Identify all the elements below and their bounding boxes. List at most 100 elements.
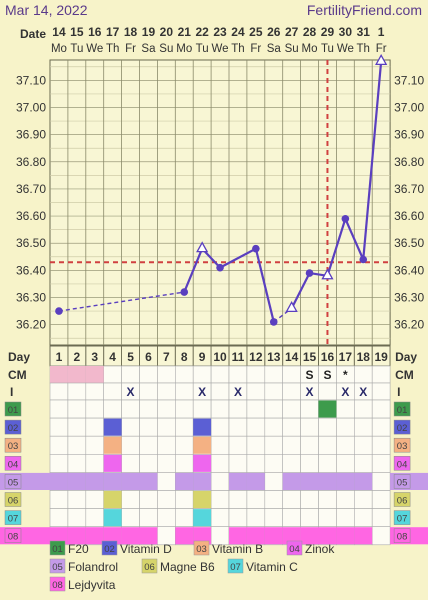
date-tick-label: 20 [160, 25, 174, 39]
supplement-code-right: 03 [397, 441, 408, 452]
cm-cell [103, 365, 122, 384]
supplement-fill-cell [139, 527, 158, 545]
supplement-code-left: 07 [8, 514, 19, 525]
supplement-cell [318, 435, 337, 455]
supplement-cell [282, 417, 301, 437]
cycle-day-label: 14 [285, 350, 299, 364]
weekday-label: Sa [141, 43, 156, 55]
date-tick-label: 24 [231, 25, 245, 39]
supplement-cell [318, 490, 337, 509]
legend-swatch [193, 540, 210, 556]
cm-cell [353, 365, 373, 384]
supplement-code-right: 06 [397, 496, 408, 507]
supplement-cell [371, 526, 391, 546]
intercourse-mark: X [341, 385, 349, 399]
supplement-cell [85, 490, 105, 509]
supplement-cell [336, 453, 355, 473]
supplement-cell [210, 472, 230, 491]
supplement-fill-cell [85, 527, 104, 545]
supplement-fill-cell [229, 472, 247, 490]
i-cell [85, 382, 105, 401]
supplement-cell [210, 435, 230, 455]
i-row-label-right: I [397, 385, 400, 399]
temperature-point [341, 214, 350, 223]
y-tick-label-right: 36.20 [394, 318, 424, 332]
supplement-fill-cell [121, 527, 140, 545]
legend-code: 07 [230, 562, 241, 573]
cycle-day-label: 5 [127, 350, 134, 364]
supplement-code-right: 04 [397, 459, 408, 470]
supplement-cell [139, 417, 158, 437]
supplement-cell [139, 453, 158, 473]
date-tick-label: 15 [70, 25, 84, 39]
legend-swatch [141, 558, 158, 574]
supplement-code-badge-left [4, 456, 22, 471]
supplement-fill-cell [264, 527, 283, 545]
supplement-cell [246, 508, 266, 528]
weekday-label: Mo [51, 43, 67, 55]
day-row-label-left: Day [8, 350, 30, 364]
legend-swatch [49, 540, 66, 556]
supplement-fill-cell [67, 472, 86, 490]
supplement-cell [175, 453, 194, 473]
cm-cell [371, 365, 391, 384]
supplement-fill-cell [282, 527, 301, 545]
supplement-code-badge-right [393, 456, 411, 471]
temperature-point [252, 244, 260, 253]
supplement-cell [246, 435, 266, 455]
i-cell [139, 382, 158, 401]
temperature-segment [254, 248, 275, 323]
supplement-cell [139, 399, 158, 419]
supplement-cell [157, 399, 176, 419]
supplement-cell [85, 417, 105, 437]
cycle-day-label: 13 [267, 350, 281, 364]
supplement-cell [67, 417, 87, 437]
supplement-fill-cell [193, 454, 212, 472]
supplement-cell [49, 399, 69, 419]
supplement-fill-cell [103, 491, 122, 509]
legend-swatch [49, 558, 66, 574]
supplement-cell [175, 435, 194, 455]
temperature-point-triangle [321, 268, 334, 280]
temperature-point [216, 263, 224, 272]
weekday-label: We [337, 43, 354, 55]
cm-cell [139, 365, 158, 384]
i-cell [210, 382, 230, 401]
legend-swatch [101, 540, 118, 556]
supplement-cell [49, 453, 69, 473]
supplement-cell [264, 490, 283, 509]
cm-cell [192, 365, 212, 384]
supplement-fill-cell [318, 527, 337, 545]
legend-swatch [227, 558, 244, 574]
supplement-fill-cell [175, 472, 194, 490]
supplement-code-badge-right [393, 510, 411, 525]
supplement-code-right: 08 [397, 532, 408, 543]
supplement-fill-cell [354, 472, 373, 490]
intercourse-mark: X [359, 385, 367, 399]
legend-code: 01 [52, 544, 63, 555]
supplement-cell [85, 399, 105, 419]
supplement-cell [353, 399, 373, 419]
supplement-cell [371, 472, 391, 491]
supplement-fill-cell [103, 472, 122, 490]
supplement-cell [264, 399, 283, 419]
supplement-cell [175, 417, 194, 437]
supplement-cell [246, 490, 266, 509]
y-tick-label-left: 36.70 [16, 182, 46, 196]
y-tick-label-left: 36.60 [16, 209, 46, 223]
legend-entry: Vitamin B [212, 542, 263, 556]
intercourse-mark: X [306, 385, 314, 399]
cycle-day-label: 12 [249, 350, 263, 364]
y-tick-label-left: 37.00 [16, 101, 46, 115]
supplement-cell [336, 435, 355, 455]
supplement-cell [157, 490, 176, 509]
i-cell [246, 382, 266, 401]
cm-mark: S [323, 368, 331, 382]
cm-cell [210, 365, 230, 384]
intercourse-mark: X [198, 385, 206, 399]
weekday-label: Th [231, 43, 244, 55]
cm-row-label-right: CM [395, 368, 414, 382]
supplement-code-left: 03 [8, 441, 19, 452]
supplement-cell [157, 472, 176, 491]
supplement-code-badge-right [393, 528, 411, 543]
